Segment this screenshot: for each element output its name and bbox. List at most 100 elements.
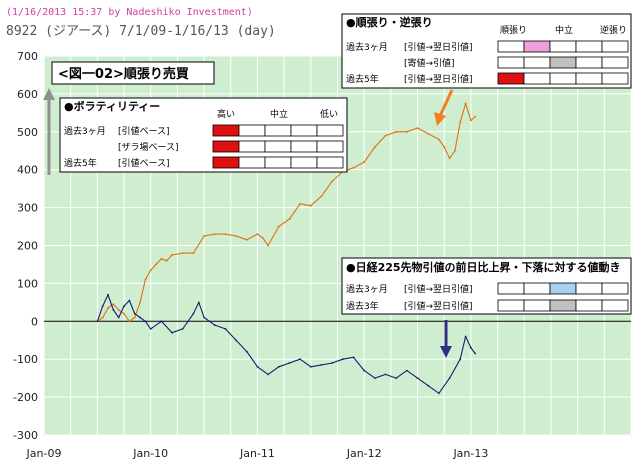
data-point-navy <box>101 305 104 307</box>
indicator-cell <box>549 56 577 69</box>
data-point-orange <box>160 257 163 260</box>
data-point-orange <box>474 115 477 118</box>
data-point-orange <box>144 278 147 281</box>
data-point-navy <box>438 392 440 395</box>
data-point-orange <box>149 269 152 271</box>
indicator-cell <box>575 299 603 312</box>
data-point-navy <box>107 293 109 296</box>
indicator-cell <box>549 282 577 295</box>
indicator-cell <box>264 156 292 169</box>
indicator-cell <box>523 56 551 69</box>
data-point-orange <box>448 157 451 160</box>
data-point-navy <box>341 358 344 361</box>
y-tick-label: -200 <box>13 391 38 404</box>
data-point-navy <box>128 299 131 302</box>
indicator-cell <box>497 282 525 295</box>
data-point-orange <box>213 233 216 236</box>
figure-label-box <box>51 61 215 85</box>
data-point-orange <box>117 309 120 311</box>
nikkei-row2-basis: [引値→翌日引値] <box>404 300 473 312</box>
data-point-orange <box>203 235 206 237</box>
indicator-cell <box>523 282 551 295</box>
trend-row3-basis: [引値→翌日引値] <box>404 73 473 85</box>
data-point-navy <box>406 369 408 372</box>
indicator-cell <box>601 56 629 69</box>
data-point-orange <box>427 132 430 135</box>
data-point-navy <box>117 316 120 319</box>
figure-label: <図一02>順張り売買 <box>58 66 189 82</box>
orange-arrow-shaft <box>438 89 454 117</box>
indicator-cell <box>575 56 603 69</box>
indicator-cell <box>601 40 629 53</box>
trend-col-label-2: 中立 <box>555 24 573 36</box>
y-tick-label: -100 <box>13 353 38 366</box>
data-point-orange <box>384 134 387 137</box>
data-point-orange <box>288 218 291 220</box>
data-point-navy <box>427 384 430 387</box>
data-point-orange <box>181 252 184 255</box>
data-point-navy <box>133 312 136 315</box>
data-point-navy <box>256 365 259 368</box>
data-point-navy <box>181 328 184 330</box>
data-point-navy <box>352 356 355 359</box>
navy-down-arrow-icon <box>440 346 452 358</box>
y-tick-label: 0 <box>31 315 38 328</box>
vol-up-arrow-icon <box>43 88 55 100</box>
arrows <box>43 88 454 358</box>
indicator-cell <box>238 140 266 153</box>
indicator-cell <box>212 156 240 169</box>
data-point-orange <box>235 235 238 237</box>
indicator-cell <box>290 124 318 137</box>
data-point-orange <box>112 303 115 306</box>
data-point-navy <box>267 373 269 376</box>
indicator-cell <box>497 56 525 69</box>
data-point-orange <box>331 180 334 183</box>
volatility-box: ●ボラティリティー 高い 中立 低い 過去3ヶ月 [引値ベース] [ザラ場ベース… <box>59 97 348 173</box>
trend-box: ●順張り・逆張り 順張り 中立 逆張り 過去3ヶ月 [引値→翌日引値] [寄値→… <box>341 13 632 89</box>
indicator-cell <box>549 72 577 85</box>
series-layer <box>96 102 477 395</box>
indicator-cell <box>497 72 525 85</box>
indicator-cell <box>212 140 240 153</box>
data-point-navy <box>96 320 99 323</box>
indicator-cell <box>264 124 292 137</box>
data-point-navy <box>470 346 472 349</box>
data-point-orange <box>277 225 280 228</box>
data-point-orange <box>363 161 366 164</box>
data-point-orange <box>299 202 301 205</box>
y-tick-label: 500 <box>17 126 38 139</box>
indicator-cell <box>316 156 344 169</box>
indicator-cell <box>316 124 344 137</box>
data-point-navy <box>160 320 163 323</box>
vol-row1-period: 過去3ヶ月 <box>64 125 106 137</box>
data-point-navy <box>320 364 323 366</box>
data-point-navy <box>235 339 238 342</box>
indicator-cell <box>549 299 577 312</box>
data-point-navy <box>474 352 477 355</box>
nikkei-row2-period: 過去3年 <box>346 300 379 312</box>
indicator-cell <box>212 124 240 137</box>
y-tick-label: 100 <box>17 277 38 290</box>
data-point-navy <box>395 377 398 379</box>
trend-row2-basis: [寄値→引値] <box>404 57 455 69</box>
y-tick-label: 200 <box>17 240 38 253</box>
data-point-orange <box>133 316 136 319</box>
indicator-cell <box>575 40 603 53</box>
data-point-orange <box>261 237 264 239</box>
indicator-cell <box>601 299 629 312</box>
data-point-navy <box>213 324 216 326</box>
data-point-navy <box>123 305 125 307</box>
data-point-navy <box>299 358 301 361</box>
data-point-orange <box>438 138 440 141</box>
y-tick-label: 700 <box>17 50 38 63</box>
data-point-navy <box>448 377 451 379</box>
y-tick-label: 600 <box>17 88 38 101</box>
indicator-cell <box>290 140 318 153</box>
data-point-orange <box>374 146 376 148</box>
trend-col-label-1: 順張り <box>500 25 527 36</box>
data-point-orange <box>443 146 446 148</box>
trend-row3-period: 過去5年 <box>346 73 379 85</box>
data-point-navy <box>171 331 174 334</box>
vol-row1-basis: [引値ベース] <box>118 125 170 137</box>
